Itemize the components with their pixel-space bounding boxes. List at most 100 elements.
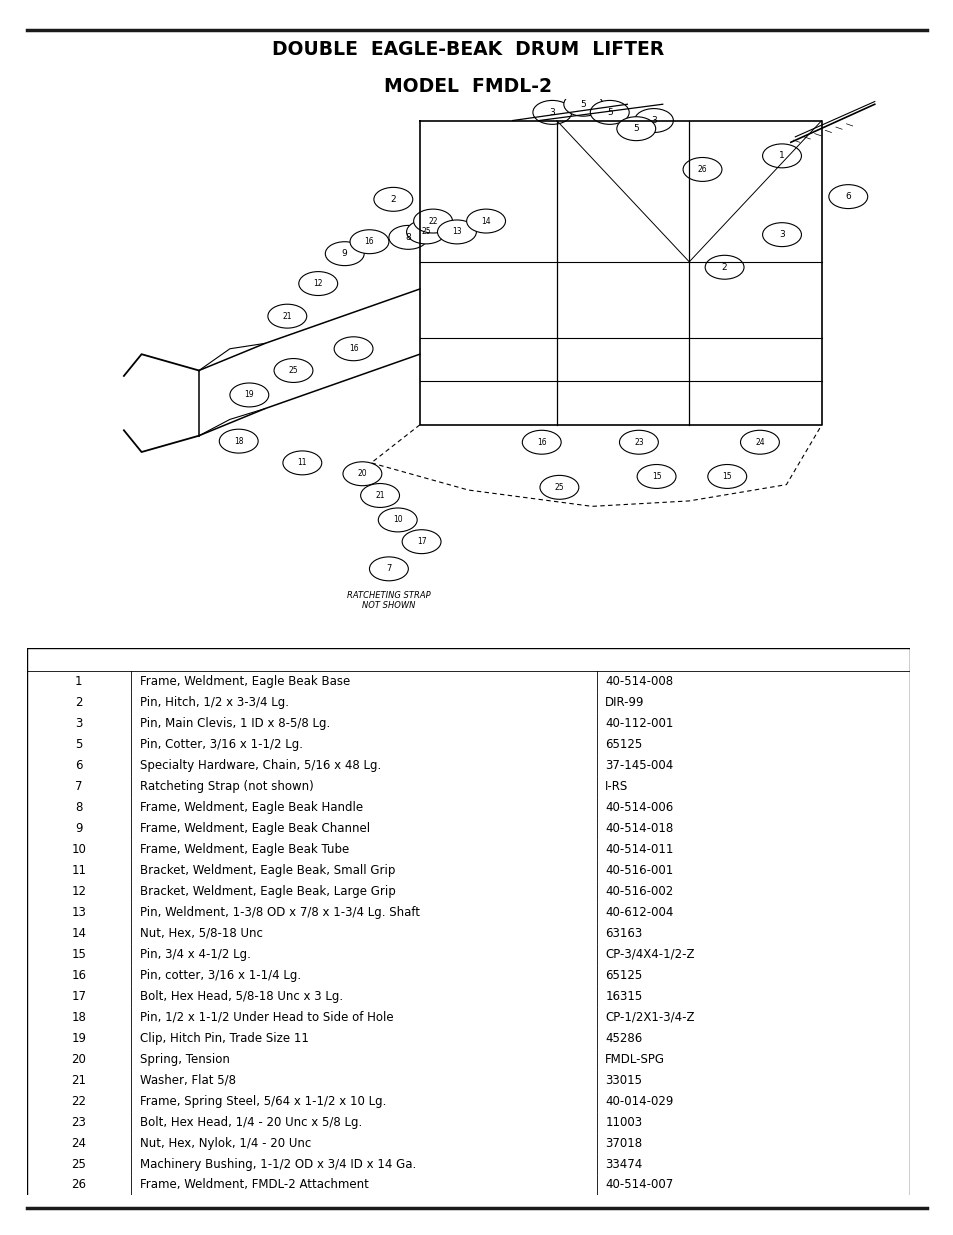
Text: 3: 3 bbox=[650, 116, 656, 125]
Text: I-RS: I-RS bbox=[605, 781, 628, 793]
Text: Spring, Tension: Spring, Tension bbox=[140, 1052, 230, 1066]
Circle shape bbox=[360, 484, 399, 508]
Text: 24: 24 bbox=[71, 1136, 86, 1150]
Circle shape bbox=[437, 220, 476, 243]
Text: RATCHETING STRAP
NOT SHOWN: RATCHETING STRAP NOT SHOWN bbox=[347, 590, 430, 610]
Text: ITEM NO.: ITEM NO. bbox=[45, 653, 112, 667]
Text: 1: 1 bbox=[75, 676, 83, 688]
Circle shape bbox=[283, 451, 321, 474]
Text: Pin, Weldment, 1-3/8 OD x 7/8 x 1-3/4 Lg. Shaft: Pin, Weldment, 1-3/8 OD x 7/8 x 1-3/4 Lg… bbox=[140, 906, 419, 919]
Text: Frame, Weldment, FMDL-2 Attachment: Frame, Weldment, FMDL-2 Attachment bbox=[140, 1178, 368, 1192]
Text: L: L bbox=[924, 597, 930, 608]
Text: Bolt, Hex Head, 5/8-18 Unc x 3 Lg.: Bolt, Hex Head, 5/8-18 Unc x 3 Lg. bbox=[140, 989, 342, 1003]
Text: Nut, Hex, Nylok, 1/4 - 20 Unc: Nut, Hex, Nylok, 1/4 - 20 Unc bbox=[140, 1136, 311, 1150]
Text: Ratcheting Strap (not shown): Ratcheting Strap (not shown) bbox=[140, 781, 314, 793]
Text: Machinery Bushing, 1-1/2 OD x 3/4 ID x 14 Ga.: Machinery Bushing, 1-1/2 OD x 3/4 ID x 1… bbox=[140, 1157, 416, 1171]
Text: 8: 8 bbox=[405, 233, 411, 242]
Text: 16: 16 bbox=[71, 968, 86, 982]
Text: Nut, Hex, 5/8-18 Unc: Nut, Hex, 5/8-18 Unc bbox=[140, 927, 262, 940]
Text: 40-516-001: 40-516-001 bbox=[605, 864, 673, 877]
Text: 26: 26 bbox=[71, 1178, 86, 1192]
Text: 14: 14 bbox=[71, 927, 86, 940]
Circle shape bbox=[406, 220, 445, 243]
Text: 40-514-008: 40-514-008 bbox=[605, 676, 673, 688]
Text: 10: 10 bbox=[71, 844, 86, 856]
Text: S: S bbox=[923, 652, 931, 662]
Text: 19: 19 bbox=[71, 1031, 86, 1045]
Text: Pin, 1/2 x 1-1/2 Under Head to Side of Hole: Pin, 1/2 x 1-1/2 Under Head to Side of H… bbox=[140, 1010, 393, 1024]
Text: 26: 26 bbox=[697, 165, 706, 174]
Circle shape bbox=[761, 222, 801, 247]
Circle shape bbox=[219, 430, 258, 453]
Text: 21: 21 bbox=[71, 1073, 86, 1087]
Text: 18: 18 bbox=[71, 1010, 86, 1024]
Text: 40-612-004: 40-612-004 bbox=[605, 906, 673, 919]
Text: Specialty Hardware, Chain, 5/16 x 48 Lg.: Specialty Hardware, Chain, 5/16 x 48 Lg. bbox=[140, 760, 380, 772]
Text: 40-514-007: 40-514-007 bbox=[605, 1178, 673, 1192]
Circle shape bbox=[230, 383, 269, 406]
Text: 3: 3 bbox=[779, 230, 784, 240]
Text: ENGINEER NO.: ENGINEER NO. bbox=[605, 653, 712, 667]
Text: 6: 6 bbox=[75, 760, 83, 772]
Text: 40-514-018: 40-514-018 bbox=[605, 823, 673, 835]
Text: DIR-99: DIR-99 bbox=[605, 697, 644, 709]
Circle shape bbox=[369, 557, 408, 580]
Text: 33015: 33015 bbox=[605, 1073, 641, 1087]
Text: 12: 12 bbox=[314, 279, 323, 288]
Text: 25: 25 bbox=[421, 227, 431, 236]
Text: 65125: 65125 bbox=[605, 968, 642, 982]
Text: 15: 15 bbox=[71, 948, 86, 961]
Text: 63163: 63163 bbox=[605, 927, 642, 940]
Circle shape bbox=[350, 230, 389, 253]
Text: 22: 22 bbox=[428, 216, 437, 226]
Text: Frame, Weldment, Eagle Beak Handle: Frame, Weldment, Eagle Beak Handle bbox=[140, 802, 362, 814]
Circle shape bbox=[466, 209, 505, 233]
Text: 7: 7 bbox=[386, 564, 391, 573]
Text: 5: 5 bbox=[633, 125, 639, 133]
Text: 9: 9 bbox=[341, 249, 347, 258]
Text: 15: 15 bbox=[651, 472, 660, 480]
Circle shape bbox=[617, 117, 655, 141]
Text: 33474: 33474 bbox=[605, 1157, 642, 1171]
Text: N: N bbox=[923, 542, 932, 552]
Circle shape bbox=[374, 188, 413, 211]
Text: Pin, 3/4 x 4-1/2 Lg.: Pin, 3/4 x 4-1/2 Lg. bbox=[140, 948, 251, 961]
Text: 37-145-004: 37-145-004 bbox=[605, 760, 673, 772]
Text: 16: 16 bbox=[537, 437, 546, 447]
Text: Frame, Spring Steel, 5/64 x 1-1/2 x 10 Lg.: Frame, Spring Steel, 5/64 x 1-1/2 x 10 L… bbox=[140, 1094, 386, 1108]
Circle shape bbox=[268, 304, 307, 329]
Text: 23: 23 bbox=[71, 1115, 86, 1129]
Circle shape bbox=[274, 358, 313, 383]
Text: 11: 11 bbox=[297, 458, 307, 467]
Text: Bracket, Weldment, Eagle Beak, Large Grip: Bracket, Weldment, Eagle Beak, Large Gri… bbox=[140, 885, 395, 898]
Circle shape bbox=[325, 242, 364, 266]
Text: 45286: 45286 bbox=[605, 1031, 642, 1045]
Text: 25: 25 bbox=[289, 366, 298, 375]
Text: 37018: 37018 bbox=[605, 1136, 641, 1150]
Circle shape bbox=[590, 100, 629, 125]
Text: Pin, Cotter, 3/16 x 1-1/2 Lg.: Pin, Cotter, 3/16 x 1-1/2 Lg. bbox=[140, 739, 302, 751]
Text: Clip, Hitch Pin, Trade Size 11: Clip, Hitch Pin, Trade Size 11 bbox=[140, 1031, 309, 1045]
Text: 2: 2 bbox=[75, 697, 83, 709]
Text: I: I bbox=[925, 625, 929, 635]
Text: 25: 25 bbox=[71, 1157, 86, 1171]
Text: MODEL  FMDL-2: MODEL FMDL-2 bbox=[384, 77, 552, 96]
Text: 15: 15 bbox=[721, 472, 731, 480]
Text: 24: 24 bbox=[755, 437, 764, 447]
Text: 21: 21 bbox=[282, 311, 292, 321]
Text: 65125: 65125 bbox=[605, 739, 642, 751]
Circle shape bbox=[533, 100, 571, 125]
Text: 9: 9 bbox=[75, 823, 83, 835]
Text: 3: 3 bbox=[549, 107, 555, 117]
Text: Pin, Main Clevis, 1 ID x 8-5/8 Lg.: Pin, Main Clevis, 1 ID x 8-5/8 Lg. bbox=[140, 718, 330, 730]
Circle shape bbox=[563, 93, 602, 116]
Text: 20: 20 bbox=[71, 1052, 86, 1066]
Text: 2: 2 bbox=[721, 263, 726, 272]
Circle shape bbox=[378, 508, 416, 532]
Text: Washer, Flat 5/8: Washer, Flat 5/8 bbox=[140, 1073, 235, 1087]
Circle shape bbox=[682, 158, 721, 182]
Circle shape bbox=[828, 185, 867, 209]
Text: CP-1/2X1-3/4-Z: CP-1/2X1-3/4-Z bbox=[605, 1010, 694, 1024]
Text: 18: 18 bbox=[233, 437, 243, 446]
Text: Pin, cotter, 3/16 x 1-1/4 Lg.: Pin, cotter, 3/16 x 1-1/4 Lg. bbox=[140, 968, 300, 982]
